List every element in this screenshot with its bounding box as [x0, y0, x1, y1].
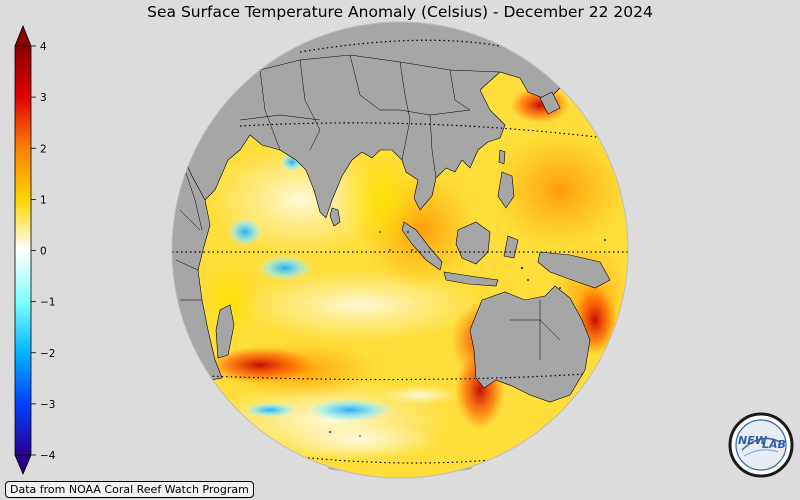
colorbar-tick-label: 1	[40, 194, 47, 206]
japan-islands	[539, 91, 561, 115]
colorbar-tick-label: −2	[40, 348, 55, 360]
java-island	[443, 271, 499, 287]
madagascar-island	[215, 304, 235, 359]
globe-outline	[171, 21, 629, 479]
land-masses	[172, 22, 628, 403]
asia-landmass	[172, 22, 628, 219]
taiwan-island	[498, 149, 506, 165]
australia-landmass	[469, 285, 591, 403]
svg-text:NEW: NEW	[738, 434, 768, 447]
newlab-logo: NEW LAB	[728, 412, 794, 478]
borneo-island	[455, 221, 491, 265]
philippines-islands	[497, 171, 515, 209]
colorbar-tick-label: 3	[40, 92, 47, 104]
colorbar-bottom-arrow	[14, 454, 32, 476]
country-borders	[175, 54, 561, 360]
new-guinea-island	[537, 251, 611, 289]
colorbar-tick-label: 2	[40, 143, 47, 155]
colorbar-tick-label: −3	[40, 399, 55, 411]
colorbar-tick-label: 4	[40, 41, 47, 53]
colorbar-tick-label: −1	[40, 297, 55, 309]
svg-text:LAB: LAB	[762, 438, 786, 451]
sri-lanka-island	[329, 207, 341, 227]
data-credit-label: Data from NOAA Coral Reef Watch Program	[5, 481, 254, 498]
island-specks	[329, 231, 606, 437]
map-title: Sea Surface Temperature Anomaly (Celsius…	[147, 3, 653, 21]
colorbar-tick-label: 0	[40, 246, 47, 258]
colorbar-tick-label: −4	[40, 450, 56, 462]
sumatra-island	[401, 221, 443, 271]
colorbar: 4 3 2 1 0 −1 −2 −3 −4	[14, 24, 56, 476]
